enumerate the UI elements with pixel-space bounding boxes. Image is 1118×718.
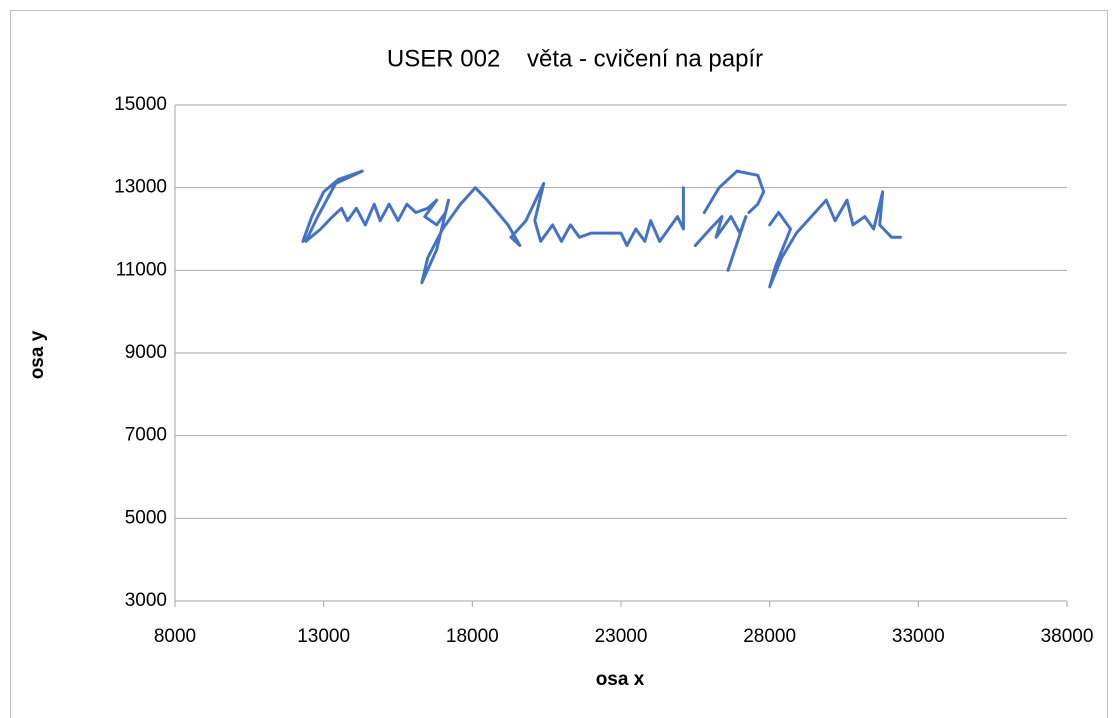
y-tick-label: 7000 xyxy=(125,425,167,446)
y-axis-title: osa y xyxy=(27,330,48,379)
chart-title: USER 002 věta - cvičení na papír xyxy=(387,45,763,72)
y-tick-label: 9000 xyxy=(125,342,167,363)
y-tick-label: 13000 xyxy=(114,177,167,198)
y-tick-label: 3000 xyxy=(125,590,167,611)
x-tick-label: 8000 xyxy=(154,626,196,647)
x-axis-title: osa x xyxy=(596,669,645,690)
x-tick-label: 18000 xyxy=(446,626,499,647)
x-tick-label: 23000 xyxy=(595,626,648,647)
y-tick-label: 11000 xyxy=(116,259,167,280)
x-tick-label: 38000 xyxy=(1041,626,1094,647)
y-tick-label: 15000 xyxy=(114,94,167,115)
y-tick-label: 5000 xyxy=(125,507,167,528)
series-line xyxy=(301,169,902,289)
chart-border xyxy=(10,10,1108,718)
x-tick-label: 13000 xyxy=(297,626,350,647)
x-tick-label: 28000 xyxy=(743,626,796,647)
x-tick-label: 33000 xyxy=(892,626,945,647)
